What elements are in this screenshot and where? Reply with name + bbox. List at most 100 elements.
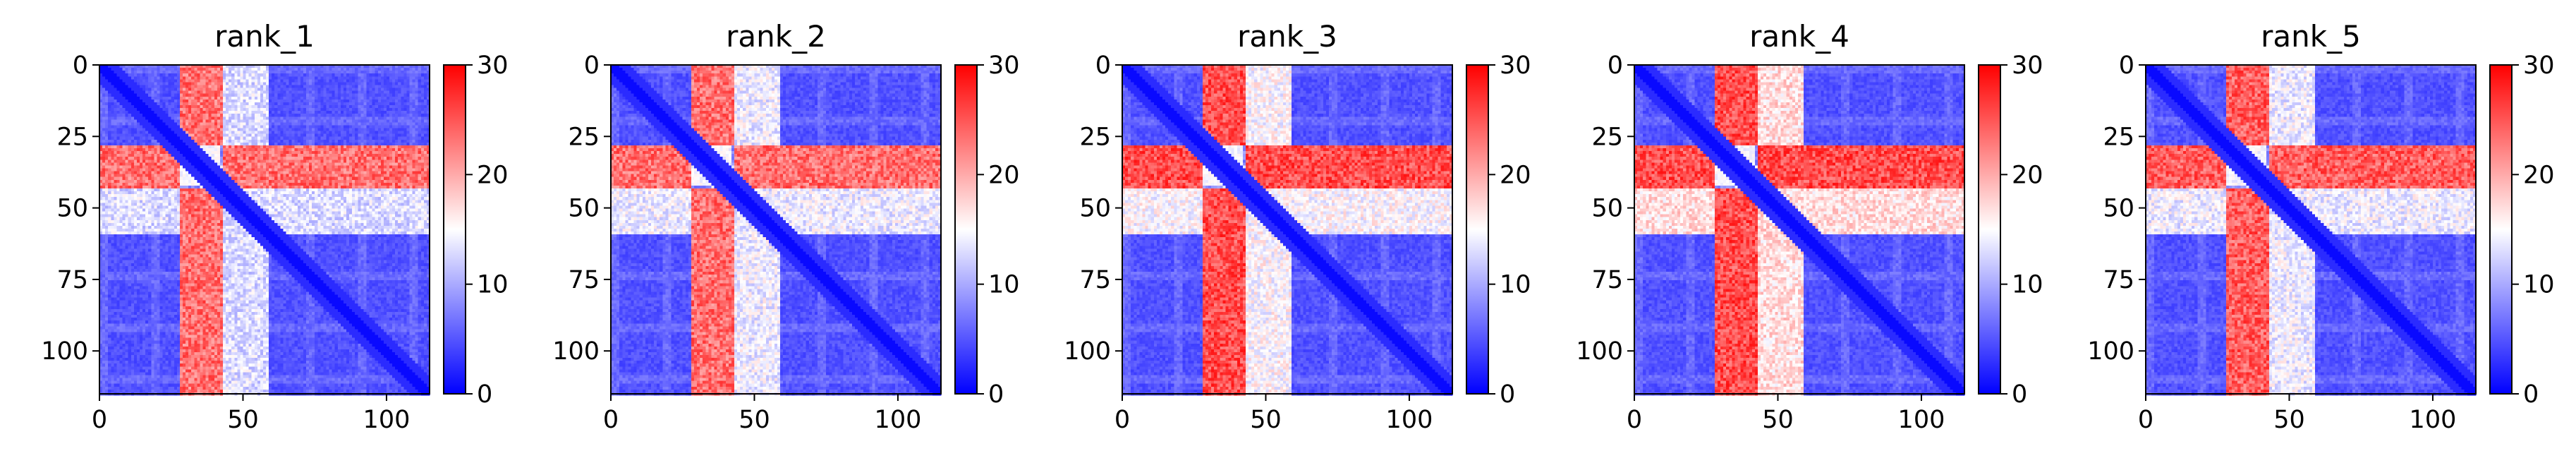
heatmap-cell (240, 68, 243, 71)
heatmap-cell (283, 73, 286, 77)
heatmap-cell (363, 73, 367, 77)
heatmap-cell (229, 73, 232, 77)
heatmap-cell (320, 73, 324, 77)
heatmap-cell (209, 71, 212, 74)
heatmap-cell (234, 68, 238, 71)
heatmap-cell (358, 68, 361, 71)
heatmap-cell (352, 71, 356, 74)
heatmap-cell (280, 76, 284, 80)
heatmap-cell (134, 76, 138, 80)
heatmap-cell (378, 68, 382, 71)
heatmap-cell (249, 68, 253, 71)
heatmap-cell (306, 71, 310, 74)
heatmap-cell (188, 76, 192, 80)
heatmap-cell (102, 76, 106, 80)
heatmap-cell (344, 73, 347, 77)
heatmap-cell (249, 73, 253, 77)
heatmap-cell (317, 76, 321, 80)
heatmap-cell (320, 71, 324, 74)
heatmap-cell (123, 76, 126, 80)
heatmap-cell (166, 71, 169, 74)
heatmap-cell (398, 73, 401, 77)
heatmap-cell (401, 73, 404, 77)
heatmap-cell (226, 68, 229, 71)
heatmap-cell (363, 71, 367, 74)
heatmap-cell (191, 76, 195, 80)
heatmap-cell (140, 68, 143, 71)
heatmap-cell (212, 68, 215, 71)
heatmap-cell (327, 76, 330, 80)
heatmap-cell (403, 71, 407, 74)
heatmap-cell (269, 68, 272, 71)
heatmap-cell (344, 71, 347, 74)
heatmap-cell (200, 73, 203, 77)
heatmap-cell (220, 68, 224, 71)
heatmap-cell (163, 73, 166, 77)
heatmap-cell (274, 76, 278, 80)
heatmap-cell (332, 71, 336, 74)
heatmap-cell (142, 68, 146, 71)
heatmap-cell (370, 73, 373, 77)
heatmap-cell (338, 71, 341, 74)
heatmap-cell (123, 71, 126, 74)
heatmap-cell (355, 71, 358, 74)
heatmap-cell (123, 68, 126, 71)
heatmap-cell (145, 71, 149, 74)
heatmap-cell (169, 68, 172, 71)
heatmap-cell (226, 73, 229, 77)
heatmap-cell (197, 71, 200, 74)
heatmap-cell (303, 68, 307, 71)
heatmap-cell (277, 73, 281, 77)
heatmap-cell (134, 68, 138, 71)
heatmap-cell (335, 68, 339, 71)
heatmap-cell (209, 73, 212, 77)
heatmap-cell (105, 76, 109, 80)
heatmap-cell (266, 76, 269, 80)
heatmap-cell (145, 68, 149, 71)
heatmap-cell (111, 73, 114, 77)
heatmap-cell (252, 71, 255, 74)
heatmap-cell (171, 73, 175, 77)
heatmap-cell (266, 73, 269, 77)
heatmap-cell (237, 76, 241, 80)
heatmap-cell (341, 73, 344, 77)
heatmap-cell (200, 71, 203, 74)
heatmap-cell (111, 76, 114, 80)
heatmap-cell (240, 76, 243, 80)
heatmap-cell (177, 73, 181, 77)
heatmap-cell (194, 68, 198, 71)
heatmap-cell (277, 76, 281, 80)
heatmap-cell (280, 68, 284, 71)
heatmap-cell (148, 76, 152, 80)
heatmap-cell (298, 71, 301, 74)
heatmap-cell (237, 71, 241, 74)
heatmap-cell (140, 71, 143, 74)
heatmap-cell (223, 76, 226, 80)
heatmap-cell (309, 76, 312, 80)
heatmap-cell (289, 73, 293, 77)
heatmap-cell (274, 68, 278, 71)
heatmap-cell (206, 71, 209, 74)
heatmap-cell (286, 68, 290, 71)
heatmap-cell (300, 68, 304, 71)
heatmap-cell (263, 68, 267, 71)
heatmap-cell (163, 68, 166, 71)
heatmap-cell (323, 73, 327, 77)
heatmap-cell (131, 71, 135, 74)
heatmap-cell (421, 71, 425, 74)
heatmap-cell (108, 68, 111, 71)
heatmap-cell (306, 76, 310, 80)
heatmap-cell (217, 73, 221, 77)
heatmap-cell (410, 68, 413, 71)
heatmap-cell (131, 68, 135, 71)
heatmap-cell (159, 73, 163, 77)
heatmap-cell (209, 76, 212, 80)
heatmap-cell (263, 71, 267, 74)
heatmap-cell (206, 76, 209, 80)
heatmap-cell (298, 68, 301, 71)
heatmap-cell (298, 76, 301, 80)
heatmap-cell (203, 71, 207, 74)
heatmap-cell (387, 68, 390, 71)
heatmap-cell (148, 68, 152, 71)
heatmap-cell (363, 68, 367, 71)
